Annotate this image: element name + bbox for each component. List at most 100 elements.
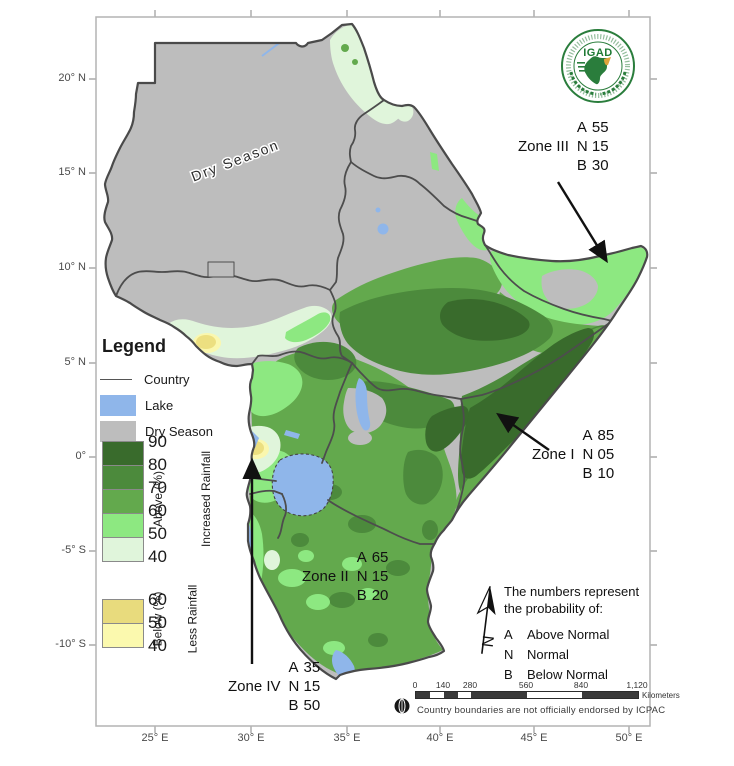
zone-name: Zone I [532, 446, 575, 463]
logo-wordmark: IGAD [583, 47, 613, 59]
north-arrow-label: N [478, 634, 496, 648]
scale-bar-graphic [415, 691, 639, 699]
country-line-symbol [100, 378, 132, 380]
legend-item-dry-season: Dry Season [100, 419, 230, 443]
logo-laurel-right [599, 71, 627, 96]
note-label: Normal [527, 647, 569, 662]
note-row: A Above Normal [504, 626, 674, 643]
zone-key: A [582, 427, 593, 444]
zone-value: 50 [303, 697, 321, 714]
lake-kyoga [284, 430, 300, 439]
zone-value: 35 [303, 659, 321, 676]
note-row: B Below Normal [504, 666, 674, 683]
note-line2: the probability of: [504, 601, 604, 616]
lake-tana [377, 223, 389, 235]
zone-key: N [356, 568, 368, 585]
note-key: A [504, 627, 513, 642]
lat-label: 0° [75, 450, 86, 462]
ramp-label: 50 [148, 613, 167, 632]
abyei-box [207, 261, 235, 278]
zone4-annotation: Zone IV A 35 N 15 B 50 [228, 658, 320, 715]
lat-label: 20° N [58, 72, 86, 84]
zone-key: B [288, 697, 299, 714]
igad-logo: IGAD [561, 29, 635, 103]
scale-unit: Kilometers [642, 691, 680, 700]
lon-label: 40° E [426, 732, 454, 744]
lake-victoria [271, 453, 334, 517]
graticule-ticks [89, 10, 657, 733]
zone-name: Zone IV [228, 678, 281, 695]
ramp-swatch-50-40 [102, 538, 144, 562]
zone-key: N [288, 678, 300, 695]
ramp-label: 40 [148, 547, 167, 566]
ramp-label: 80 [148, 455, 167, 474]
zone-value: 10 [597, 465, 615, 482]
lon-label: 30° E [237, 732, 265, 744]
zone-value: 20 [371, 587, 389, 604]
scale-tick: 280 [462, 680, 478, 690]
below-rainfall-ramp [102, 599, 144, 648]
zone-key: N [582, 446, 594, 463]
above-rainfall-ramp [102, 441, 144, 562]
logo-horn-highlight [604, 57, 611, 66]
ramp-swatch-70-60 [102, 490, 144, 514]
zone-key: B [576, 157, 587, 174]
legend-item-country: Country [100, 367, 230, 391]
note-label: Above Normal [527, 627, 610, 642]
zone-value: 65 [371, 549, 389, 566]
lake-turkana [355, 378, 371, 431]
ramp-label: 90 [148, 432, 167, 451]
zone-key: A [576, 119, 587, 136]
zone-arrows [242, 181, 608, 664]
zone1-arrow [496, 412, 550, 451]
below-caption-outer: Less Rainfall [185, 584, 200, 654]
lon-label: 50° E [615, 732, 643, 744]
lake-swatch [100, 394, 136, 416]
zone-key: A [356, 549, 367, 566]
zone-name: Zone II [302, 568, 349, 585]
country-borders [115, 99, 613, 545]
dry-season-swatch [100, 420, 136, 442]
logo-laurel-left [569, 71, 597, 96]
ramp-swatch-80-70 [102, 466, 144, 490]
map-frame [95, 16, 651, 727]
note-label: Below Normal [527, 667, 608, 682]
zone-values: A 35 N 15 B 50 [289, 658, 321, 715]
above-ramp-labels: 90 80 70 60 50 40 [148, 430, 167, 568]
below-caption-inner: Below (%) [150, 591, 165, 647]
zone-value: 15 [371, 568, 389, 585]
scale-tick: 0 [412, 680, 418, 690]
scale-tick: 840 [573, 680, 589, 690]
lat-label: -10° S [55, 638, 86, 650]
below-ramp-labels: 60 50 40 [148, 588, 167, 657]
above-caption-inner: Above (%) [151, 470, 166, 528]
ramp-label: 40 [148, 636, 167, 655]
ramp-swatch-50-40-below [102, 624, 144, 648]
zone2-annotation: Zone II A 65 N 15 B 20 [302, 548, 388, 605]
zone-values: A 55 N 15 B 30 [577, 118, 609, 175]
logo-africa-shape [584, 56, 610, 85]
lat-label: 10° N [58, 261, 86, 273]
lon-label: 35° E [333, 732, 361, 744]
zone-values: A 85 N 05 B 10 [583, 426, 615, 483]
zone-key: B [582, 465, 593, 482]
ramp-label: 60 [148, 501, 167, 520]
logo-ring-text [566, 34, 630, 98]
legend-item-lake: Lake [100, 393, 230, 417]
zone-key: A [288, 659, 299, 676]
ramp-label: 50 [148, 524, 167, 543]
region-outline [103, 22, 649, 681]
lat-label: -5° S [61, 544, 86, 556]
legend-item-label: Country [144, 371, 190, 387]
ramp-swatch-60-50-below [102, 599, 144, 624]
zone-value: 15 [303, 678, 321, 695]
note-key: B [504, 667, 513, 682]
ramp-label: 70 [148, 478, 167, 497]
legend-item-label: Dry Season [145, 423, 213, 439]
note-row: N Normal [504, 646, 674, 663]
legend-title: Legend [102, 336, 167, 356]
zone-value: 15 [591, 138, 609, 155]
zone-key: N [576, 138, 588, 155]
